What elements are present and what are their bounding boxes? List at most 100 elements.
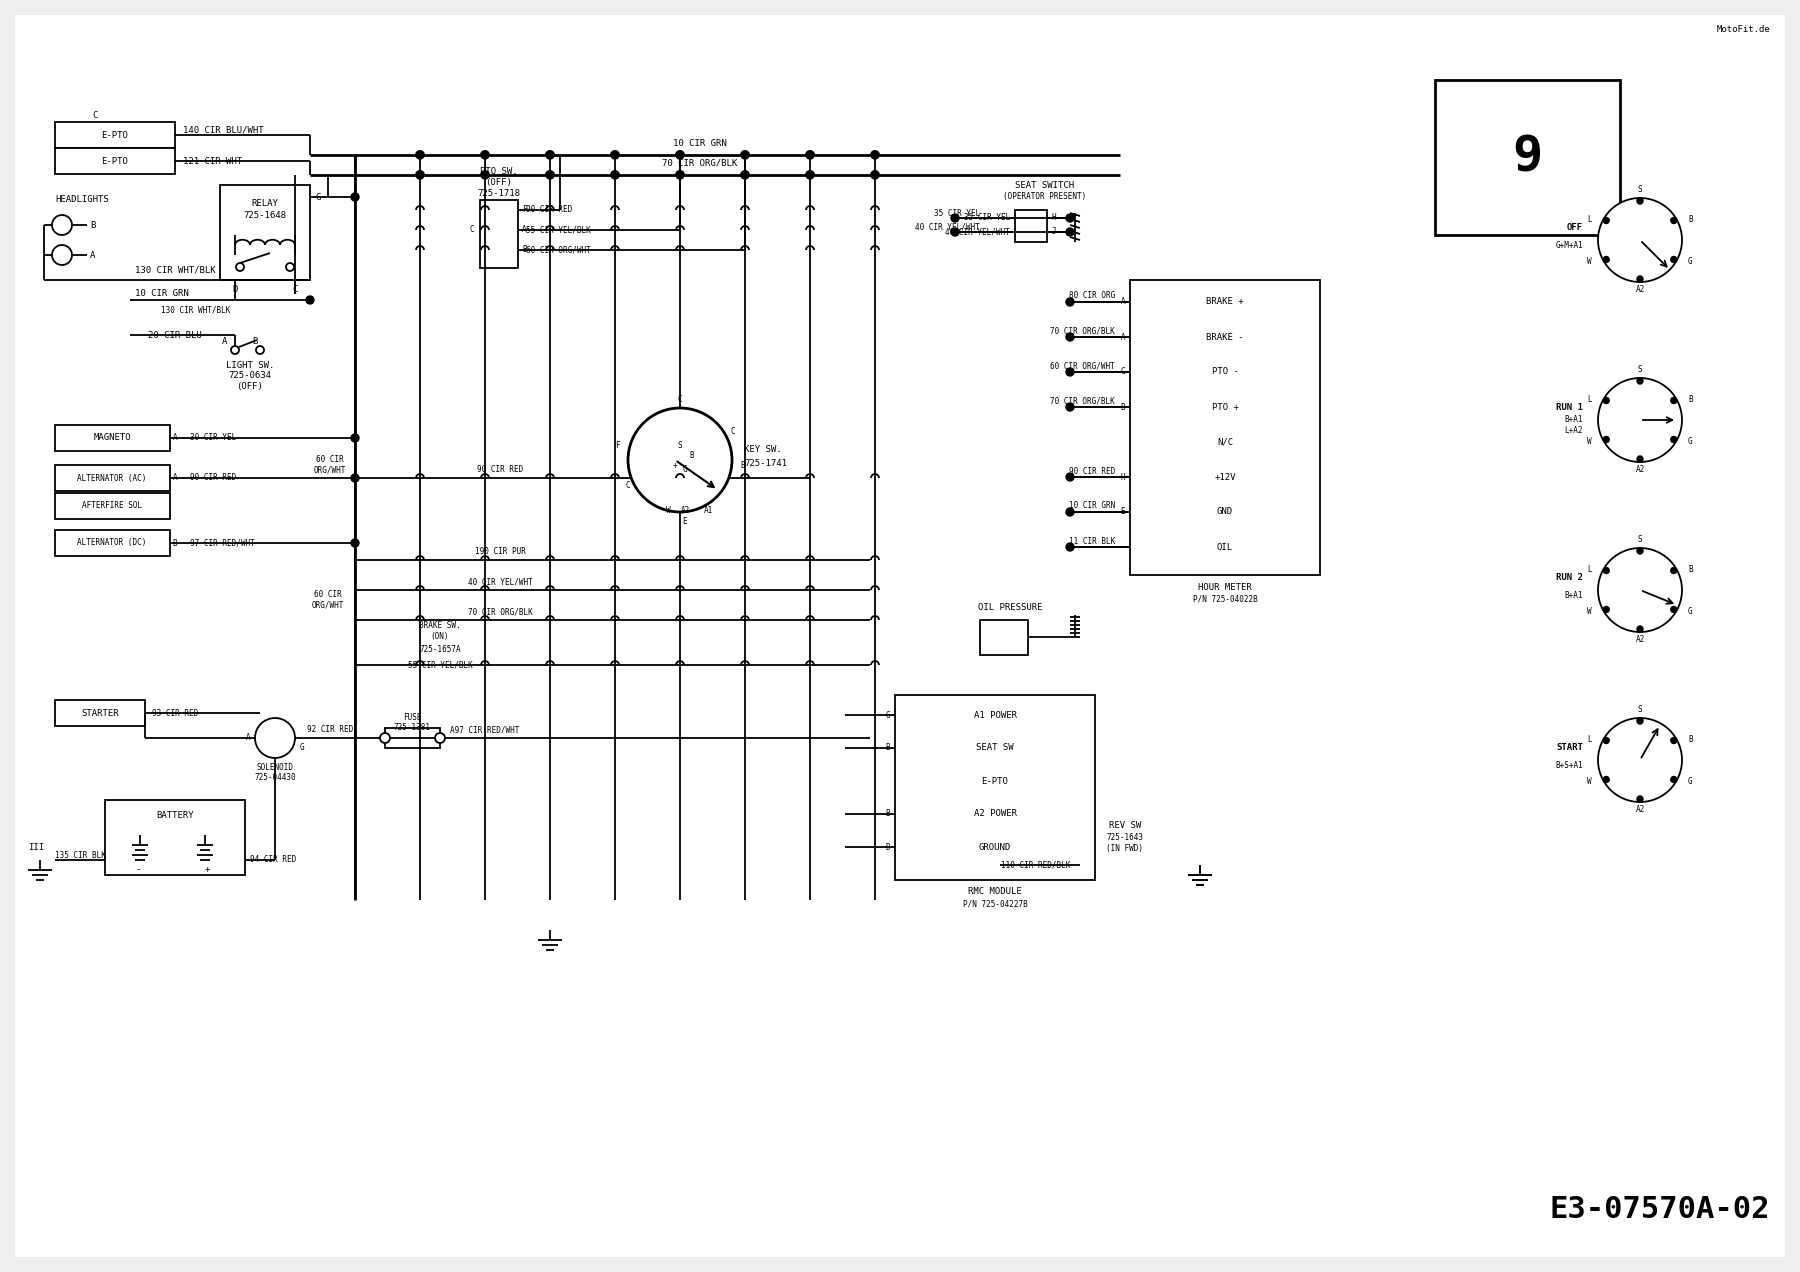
Text: A2: A2 (1636, 805, 1645, 814)
Circle shape (677, 151, 684, 159)
Text: H: H (1120, 472, 1125, 482)
Text: STARTER: STARTER (81, 709, 119, 717)
Text: (OFF): (OFF) (236, 383, 263, 392)
Text: 725-1381: 725-1381 (394, 724, 430, 733)
Text: +12V: +12V (1215, 472, 1237, 482)
Circle shape (610, 151, 619, 159)
Text: (ON): (ON) (430, 632, 450, 641)
Text: 40 CIR YEL/WHT: 40 CIR YEL/WHT (914, 223, 979, 232)
Text: G+M+A1: G+M+A1 (1555, 240, 1582, 249)
Text: 70 CIR ORG/BLK: 70 CIR ORG/BLK (1049, 397, 1114, 406)
Text: 35 CIR YEL: 35 CIR YEL (934, 209, 979, 218)
Circle shape (806, 170, 814, 179)
Text: S: S (1638, 365, 1642, 374)
Bar (56, 466, 169, 491)
Text: C: C (731, 426, 734, 435)
Circle shape (1066, 298, 1075, 307)
Text: MotoFit.de: MotoFit.de (1715, 25, 1769, 34)
Text: B: B (886, 744, 889, 753)
Circle shape (1670, 218, 1678, 224)
Text: 90 CIR RED: 90 CIR RED (477, 466, 524, 474)
Text: B: B (1688, 215, 1692, 224)
Text: C: C (625, 482, 630, 491)
Text: 130 CIR WHT/BLK: 130 CIR WHT/BLK (160, 305, 230, 314)
Text: +: + (673, 460, 677, 469)
Text: 10 CIR GRN: 10 CIR GRN (1069, 501, 1114, 510)
Circle shape (1670, 567, 1678, 574)
Text: GND: GND (1217, 508, 1233, 516)
Bar (56, 122, 175, 148)
Text: 94 CIR RED: 94 CIR RED (250, 856, 297, 865)
Bar (1435, 80, 1620, 235)
Circle shape (1066, 333, 1075, 341)
Text: D: D (886, 842, 889, 851)
Text: AFTERFIRE SOL: AFTERFIRE SOL (83, 501, 142, 510)
Circle shape (1670, 257, 1678, 262)
Text: KEY SW.: KEY SW. (743, 445, 781, 454)
Circle shape (1670, 607, 1678, 613)
Circle shape (1604, 776, 1609, 782)
Circle shape (1670, 776, 1678, 782)
Text: L: L (1588, 215, 1591, 224)
Circle shape (416, 170, 425, 179)
Text: 725-04430: 725-04430 (254, 773, 295, 782)
Text: 135 CIR BLK: 135 CIR BLK (56, 851, 106, 860)
Circle shape (351, 434, 358, 441)
Text: 92 CIR RED: 92 CIR RED (306, 725, 353, 734)
Text: L: L (1588, 734, 1591, 744)
Text: REV SW: REV SW (1109, 820, 1141, 829)
Circle shape (1636, 455, 1643, 462)
Text: B+A1
L+A2: B+A1 L+A2 (1564, 415, 1582, 435)
Text: A97 CIR RED/WHT: A97 CIR RED/WHT (450, 725, 520, 734)
Text: +: + (205, 865, 209, 875)
Text: L: L (1588, 394, 1591, 403)
Circle shape (1670, 436, 1678, 443)
Bar (385, 728, 439, 748)
Circle shape (351, 474, 358, 482)
Circle shape (742, 151, 749, 159)
Text: (OPERATOR PRESENT): (OPERATOR PRESENT) (1003, 192, 1087, 201)
Text: 20 CIR BLU: 20 CIR BLU (148, 331, 202, 340)
Circle shape (1604, 397, 1609, 403)
Text: A: A (1120, 298, 1125, 307)
Text: 10 CIR GRN: 10 CIR GRN (673, 139, 727, 148)
Text: 70 CIR ORG/BLK: 70 CIR ORG/BLK (1049, 327, 1114, 336)
Circle shape (742, 170, 749, 179)
Text: ALTERNATOR (AC): ALTERNATOR (AC) (77, 473, 146, 482)
Text: 40 CIR YEL/WHT: 40 CIR YEL/WHT (468, 577, 533, 586)
Text: B: B (1688, 565, 1692, 574)
Text: D: D (232, 285, 238, 295)
Text: 90 CIR RED: 90 CIR RED (526, 206, 572, 215)
Text: 70 CIR ORG/BLK: 70 CIR ORG/BLK (468, 608, 533, 617)
Text: SEAT SW: SEAT SW (976, 744, 1013, 753)
Text: S: S (1638, 706, 1642, 715)
Text: F: F (616, 440, 619, 449)
Text: E-PTO: E-PTO (101, 156, 128, 165)
Bar (56, 530, 169, 556)
Text: RELAY: RELAY (252, 198, 279, 207)
Text: E-PTO: E-PTO (101, 131, 128, 140)
Circle shape (351, 193, 358, 201)
Text: A2: A2 (1636, 466, 1645, 474)
Text: F: F (522, 206, 527, 215)
Circle shape (236, 263, 245, 271)
Text: MAGNETO: MAGNETO (94, 434, 131, 443)
Circle shape (1066, 368, 1075, 377)
Text: 60 CIR ORG/WHT: 60 CIR ORG/WHT (1049, 361, 1114, 370)
Text: A: A (245, 734, 250, 743)
Text: (IN FWD): (IN FWD) (1107, 845, 1143, 854)
Text: HOUR METER: HOUR METER (1199, 583, 1251, 591)
Circle shape (545, 170, 554, 179)
Text: P/N 725-04227B: P/N 725-04227B (963, 899, 1028, 908)
Text: S: S (1638, 186, 1642, 195)
Text: BATTERY: BATTERY (157, 810, 194, 819)
Circle shape (871, 151, 878, 159)
Text: J: J (1051, 228, 1057, 237)
Circle shape (481, 151, 490, 159)
Text: 725-0634: 725-0634 (229, 371, 272, 380)
Circle shape (1066, 508, 1075, 516)
Bar (56, 700, 146, 726)
Circle shape (1604, 436, 1609, 443)
Circle shape (1604, 567, 1609, 574)
Text: B+S+A1: B+S+A1 (1555, 761, 1582, 770)
